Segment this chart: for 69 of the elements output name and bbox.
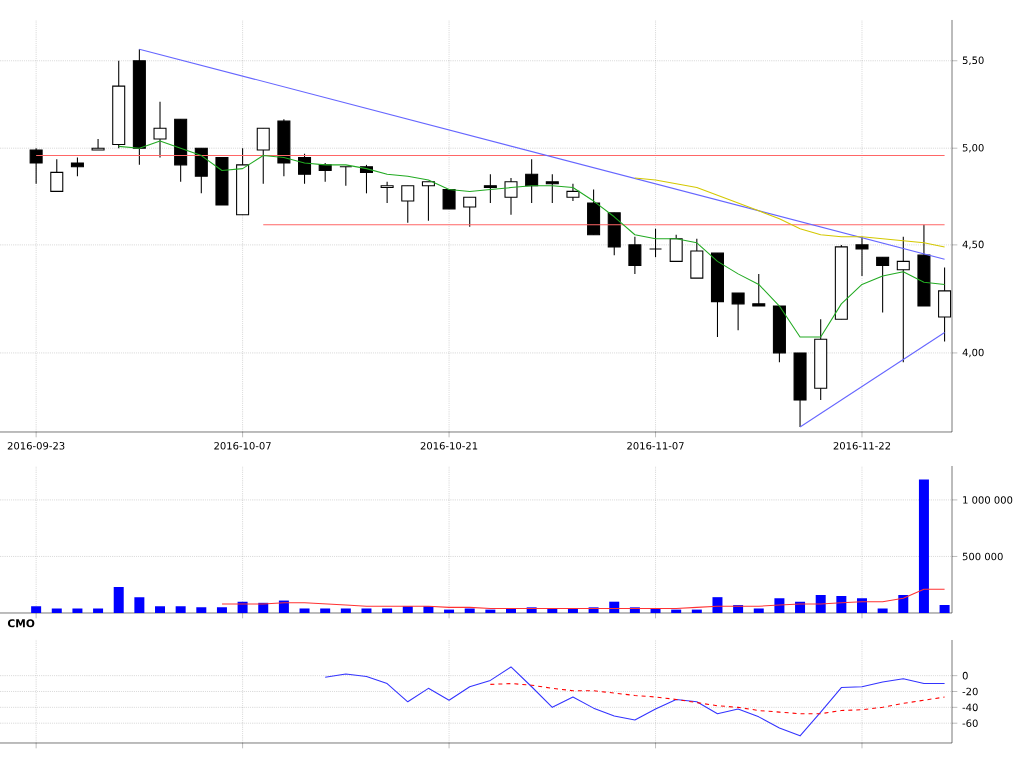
candlestick <box>153 101 167 158</box>
y-tick-label: 4,50 <box>962 240 984 250</box>
y-tick-label: -60 <box>962 719 978 727</box>
bar <box>361 608 372 613</box>
bar <box>196 607 207 613</box>
bar <box>155 606 166 613</box>
bar <box>898 594 909 613</box>
y-tick-label: 5,50 <box>962 56 984 66</box>
candlestick <box>70 156 84 177</box>
y-tick-label: 1 000 000 <box>963 496 1013 504</box>
y-tick-label: -20 <box>962 687 978 696</box>
candlestick <box>91 138 105 151</box>
bar <box>299 608 310 613</box>
line-series <box>324 666 946 737</box>
bar <box>175 606 186 613</box>
x-tick-label: 2016-11-07 <box>627 442 684 450</box>
candlestick <box>752 273 766 307</box>
bar <box>216 607 227 613</box>
candlestick <box>545 173 559 204</box>
bar <box>134 597 145 613</box>
candlestick <box>876 256 890 314</box>
y-tick-label: 5,00 <box>962 143 984 153</box>
candlestick <box>380 181 394 204</box>
candlestick <box>731 292 745 331</box>
bar <box>774 598 785 613</box>
candlestick <box>298 153 312 185</box>
bar <box>712 597 723 613</box>
bar <box>836 596 847 613</box>
bar <box>72 608 83 613</box>
candlestick <box>649 228 663 258</box>
x-tick-label: 2016-11-22 <box>833 442 891 450</box>
candlestick <box>50 158 64 192</box>
line-series <box>489 683 946 715</box>
y-tick-label: -40 <box>962 703 978 712</box>
candlestick <box>339 166 353 187</box>
candlestick <box>855 236 869 277</box>
bar <box>113 586 124 613</box>
bar <box>93 608 104 613</box>
candlestick <box>256 127 270 185</box>
bar <box>857 598 867 613</box>
candlestick <box>483 173 497 204</box>
bar <box>31 606 42 613</box>
candlestick <box>29 147 43 185</box>
bar <box>51 608 62 613</box>
bar <box>320 608 331 613</box>
candlestick <box>421 181 435 222</box>
bar <box>815 594 826 613</box>
bar <box>753 608 764 613</box>
candlestick <box>669 234 683 262</box>
bar <box>939 605 950 613</box>
line-series <box>634 177 946 248</box>
candlestick <box>566 183 580 202</box>
chart-title: CMO <box>7 619 35 628</box>
bar <box>382 608 393 613</box>
y-tick-label: 4,00 <box>962 348 984 358</box>
bar <box>340 608 351 613</box>
candlestick <box>896 236 910 363</box>
bar <box>918 479 929 613</box>
x-tick-label: 2016-10-07 <box>214 442 271 450</box>
bar <box>877 608 888 613</box>
candlestick <box>463 196 477 228</box>
candlestick <box>401 185 415 224</box>
candlestick <box>504 177 518 216</box>
x-tick-label: 2016-10-21 <box>420 442 478 450</box>
bar <box>464 608 475 613</box>
y-tick-label: 0 <box>962 671 968 680</box>
y-tick-label: 500 000 <box>962 552 1003 561</box>
candlestick <box>628 236 642 275</box>
x-tick-label: 2016-09-23 <box>7 442 65 450</box>
